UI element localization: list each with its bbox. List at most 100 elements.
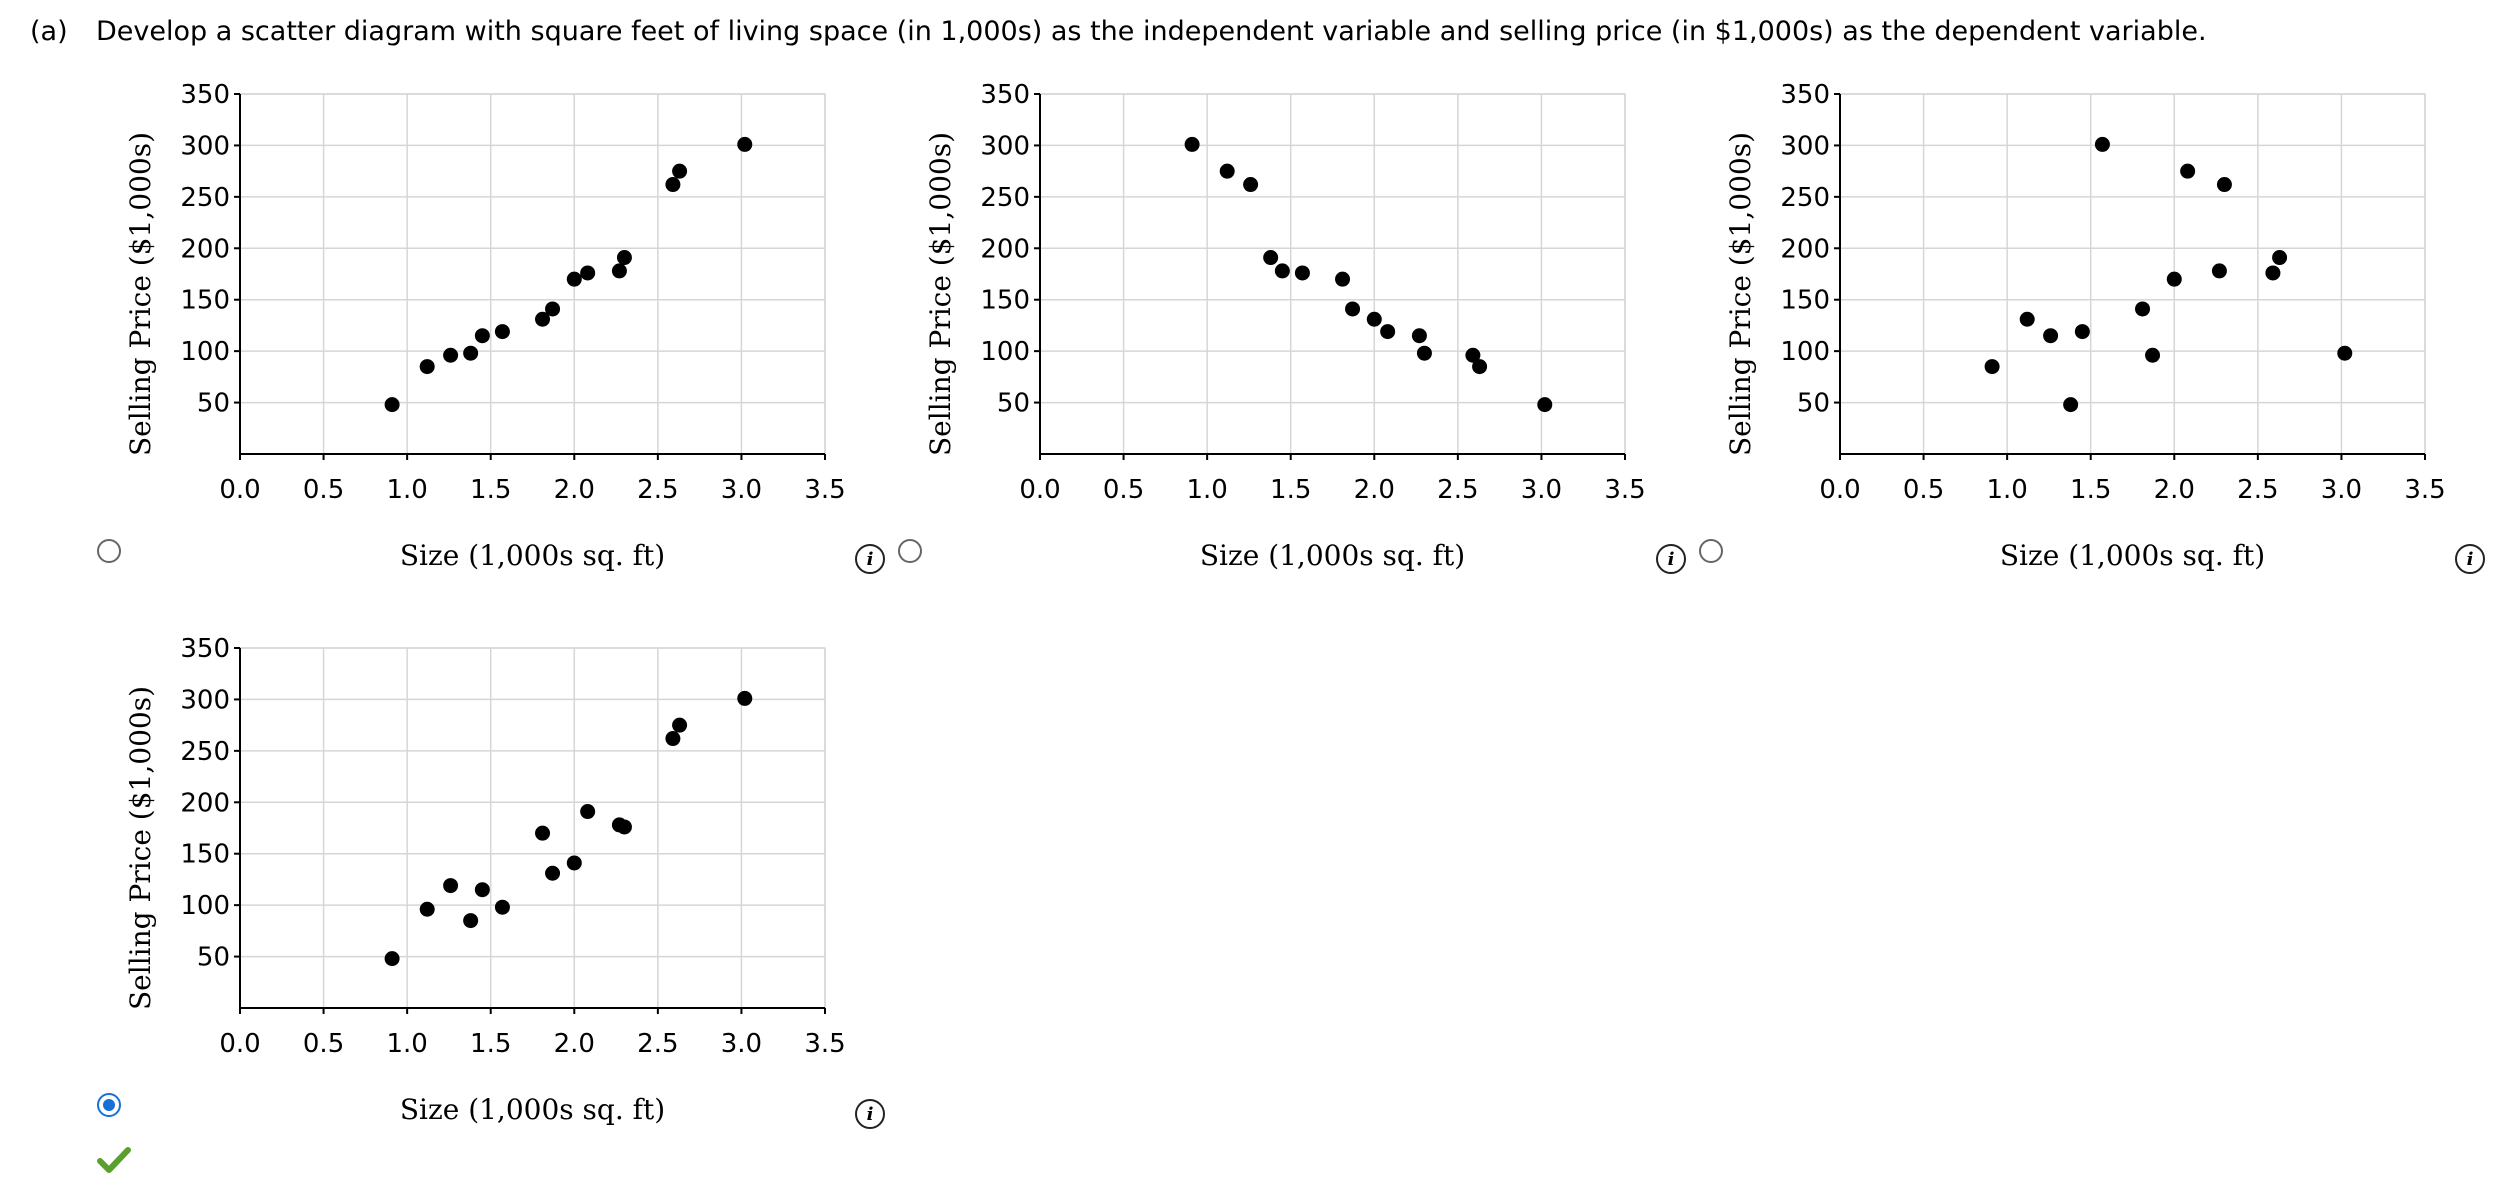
plot-border: [1039, 93, 1626, 455]
x-tick-label: 1.0: [1186, 475, 1227, 505]
scatter-plot-svg: 0.0 0.5 1.0 1.5 2.0 2.5 3.0 3.5 50 100 150 200 250 30…: [124, 634, 846, 1126]
checkmark-icon: [97, 1147, 131, 1173]
info-icon[interactable]: i: [855, 1099, 885, 1129]
data-point: [545, 865, 561, 881]
y-tick-label: 250: [980, 183, 1030, 213]
data-point: [566, 855, 582, 871]
x-tick-label: 3.5: [2404, 475, 2445, 505]
x-tick-label: 3.0: [721, 1029, 762, 1059]
x-tick-label: 2.0: [1354, 475, 1395, 505]
x-tick-label: 1.0: [386, 475, 427, 505]
y-tick-label: 350: [1780, 80, 1830, 110]
data-point: [494, 899, 510, 915]
y-tick-label: 200: [180, 234, 230, 264]
y-tick-label: 300: [180, 131, 230, 161]
y-tick-label: 350: [180, 80, 230, 110]
data-point: [2216, 177, 2232, 193]
data-point: [494, 324, 510, 340]
y-tick-label: 350: [180, 634, 230, 664]
data-point: [463, 345, 479, 361]
data-point: [1345, 301, 1361, 317]
x-tick-label: 0.5: [303, 1029, 344, 1059]
question-part-label: (a): [30, 16, 68, 47]
x-tick-label: 0.5: [1903, 475, 1944, 505]
option-3-radio[interactable]: [1699, 539, 1723, 563]
y-tick-label: 150: [180, 840, 230, 870]
x-axis-label: Size (1,000s sq. ft): [1200, 539, 1465, 572]
y-tick-label: 100: [1780, 337, 1830, 367]
data-point: [672, 163, 688, 179]
data-point: [1366, 311, 1382, 327]
data-point: [1984, 359, 2000, 375]
y-tick-label: 100: [180, 337, 230, 367]
x-tick-label: 3.5: [804, 475, 845, 505]
x-tick-label: 1.0: [386, 1029, 427, 1059]
data-point: [665, 177, 681, 193]
y-tick-label: 50: [197, 943, 230, 973]
data-point: [566, 271, 582, 287]
x-tick-label: 2.0: [2154, 475, 2195, 505]
data-point: [384, 951, 400, 967]
x-tick-label: 3.5: [804, 1029, 845, 1059]
x-tick-label: 0.0: [1819, 475, 1860, 505]
data-point: [443, 878, 459, 894]
x-tick-label: 0.0: [219, 475, 260, 505]
data-point: [545, 301, 561, 317]
data-point: [737, 136, 753, 152]
option-4-radio[interactable]: [97, 1093, 121, 1117]
data-point: [1416, 345, 1432, 361]
scatter-plot-svg: 0.0 0.5 1.0 1.5 2.0 2.5 3.0 3.5 50 100 150 200 250 30…: [1724, 80, 2446, 572]
x-tick-label: 3.0: [1521, 475, 1562, 505]
x-axis-label: Size (1,000s sq. ft): [2000, 539, 2265, 572]
data-point: [1294, 265, 1310, 281]
x-tick-label: 2.0: [554, 1029, 595, 1059]
data-point: [419, 901, 435, 917]
y-axis-label: Selling Price ($1,000s): [1724, 132, 1757, 456]
scatter-chart-option-4: 0.0 0.5 1.0 1.5 2.0 2.5 3.0 3.5 50 100 150 200 250 30…: [120, 630, 880, 1130]
data-point: [2094, 136, 2110, 152]
y-axis-label: Selling Price ($1,000s): [124, 686, 157, 1010]
data-point: [2180, 163, 2196, 179]
info-icon[interactable]: i: [2455, 544, 2485, 574]
y-tick-label: 300: [980, 131, 1030, 161]
y-tick-label: 300: [1780, 131, 1830, 161]
x-tick-label: 1.5: [470, 475, 511, 505]
data-point: [672, 717, 688, 733]
x-tick-label: 1.5: [2070, 475, 2111, 505]
x-tick-label: 1.5: [1270, 475, 1311, 505]
y-tick-label: 150: [980, 286, 1030, 316]
data-point: [616, 250, 632, 266]
info-icon[interactable]: i: [855, 544, 885, 574]
scatter-chart-option-2: 0.0 0.5 1.0 1.5 2.0 2.5 3.0 3.5 50 100 150 200 250 30…: [920, 76, 1680, 576]
data-point: [2337, 345, 2353, 361]
x-tick-label: 3.0: [2321, 475, 2362, 505]
x-tick-label: 0.5: [1103, 475, 1144, 505]
data-point: [616, 819, 632, 835]
y-axis-label: Selling Price ($1,000s): [924, 132, 957, 456]
plot-border: [239, 93, 826, 455]
y-tick-label: 50: [197, 389, 230, 419]
info-icon[interactable]: i: [1656, 544, 1686, 574]
scatter-chart-option-1: 0.0 0.5 1.0 1.5 2.0 2.5 3.0 3.5 50 100 150 200 250 30…: [120, 76, 880, 576]
data-point: [463, 913, 479, 929]
y-tick-label: 100: [180, 891, 230, 921]
data-point: [1411, 328, 1427, 344]
option-2-radio[interactable]: [898, 539, 922, 563]
plot-border: [239, 647, 826, 1009]
data-point: [2043, 328, 2059, 344]
x-tick-label: 2.5: [2237, 475, 2278, 505]
question-prompt: Develop a scatter diagram with square fe…: [96, 16, 2207, 47]
y-tick-label: 50: [1797, 389, 1830, 419]
y-tick-label: 350: [980, 80, 1030, 110]
plot-border: [1839, 93, 2426, 455]
y-tick-label: 150: [1780, 286, 1830, 316]
data-point: [2272, 250, 2288, 266]
data-point: [1274, 263, 1290, 279]
x-tick-label: 2.5: [637, 1029, 678, 1059]
data-point: [474, 882, 490, 898]
x-tick-label: 3.0: [721, 475, 762, 505]
option-1-radio[interactable]: [97, 539, 121, 563]
y-tick-label: 150: [180, 286, 230, 316]
y-axis-label: Selling Price ($1,000s): [124, 132, 157, 456]
data-point: [2145, 347, 2161, 363]
